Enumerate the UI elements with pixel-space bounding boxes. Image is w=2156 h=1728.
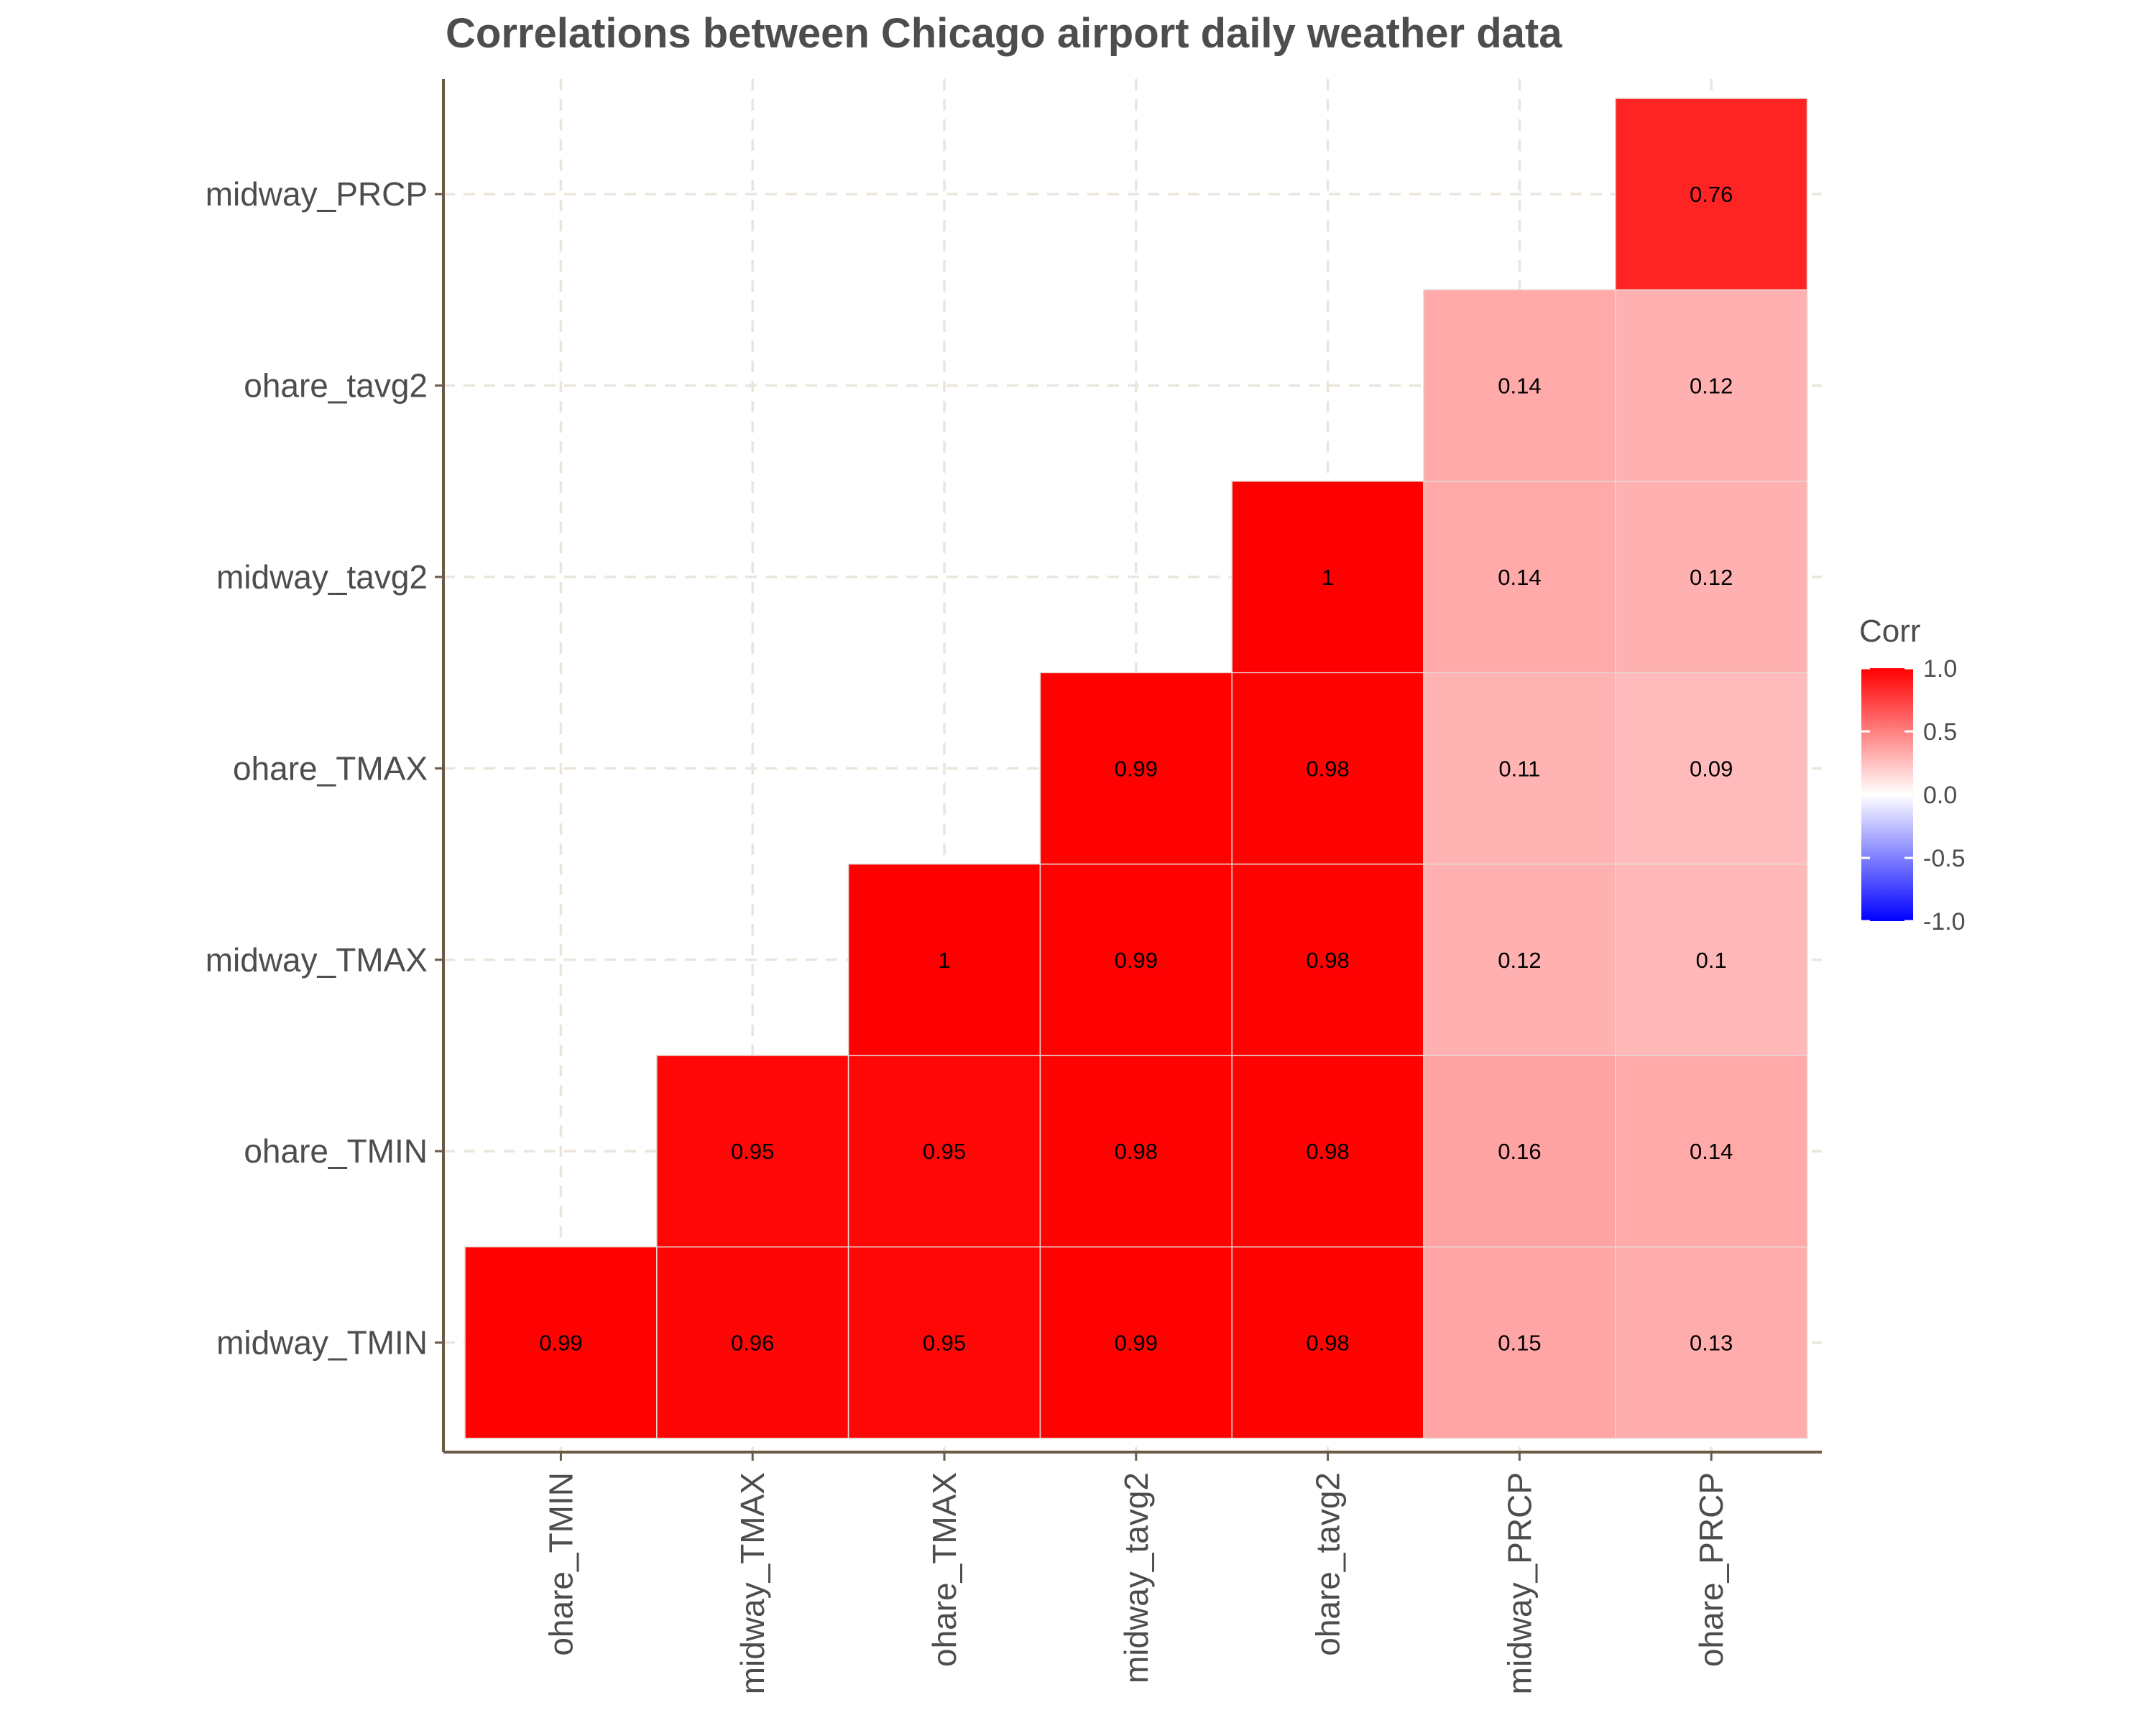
heatmap-cell: [1039, 672, 1233, 865]
heatmap-cell: [1423, 1055, 1616, 1248]
legend-tick-label: -0.5: [1923, 845, 1966, 872]
heatmap-cell: [1423, 863, 1616, 1056]
heatmap-cell: [847, 1246, 1041, 1439]
heatmap-cell: [1615, 1246, 1808, 1439]
cell-value-label: 0.09: [1690, 756, 1733, 781]
x-axis-tick-label: ohare_TMIN: [542, 1472, 579, 1656]
legend: Corr 1.0 0.5 0.0 -0.5 -1.0: [1859, 614, 1966, 935]
legend-tick-label: -1.0: [1923, 908, 1966, 935]
legend-tick-label: 0.5: [1923, 719, 1957, 746]
heatmap-cell: [1615, 98, 1808, 291]
cell-value-label: 0.98: [1306, 948, 1349, 973]
cell-value-label: 0.95: [731, 1139, 774, 1164]
heatmap-cell: [656, 1055, 849, 1248]
legend-tick-label: 0.0: [1923, 782, 1957, 809]
y-axis-tick-label: ohare_TMAX: [233, 749, 428, 787]
heatmap-cell: [1615, 289, 1808, 482]
y-axis-tick-label: ohare_TMIN: [244, 1132, 428, 1170]
x-axis-tick-label: midway_TMAX: [734, 1472, 771, 1694]
x-axis-tick-label: midway_tavg2: [1118, 1472, 1155, 1683]
cell-value-label: 0.12: [1690, 565, 1733, 590]
cell-value-label: 0.95: [923, 1139, 966, 1164]
heatmap-cell: [1231, 863, 1424, 1056]
cell-value-label: 0.98: [1115, 1139, 1158, 1164]
heatmap-cell: [1039, 1246, 1233, 1439]
cell-value-label: 0.11: [1498, 756, 1540, 781]
heatmap-cell: [847, 1055, 1041, 1248]
cell-value-label: 0.95: [923, 1331, 966, 1356]
heatmap-cell: [1231, 672, 1424, 865]
cell-value-label: 0.15: [1498, 1331, 1541, 1356]
cell-value-label: 0.16: [1498, 1139, 1541, 1164]
heatmap-cell: [1615, 1055, 1808, 1248]
cell-value-label: 1: [1322, 565, 1334, 590]
x-axis-tick-label: ohare_tavg2: [1309, 1472, 1347, 1656]
heatmap-cell: [1423, 481, 1616, 673]
cell-value-label: 0.12: [1690, 374, 1733, 399]
heatmap-cell: [847, 863, 1041, 1056]
y-axis-tick-label: midway_tavg2: [216, 558, 428, 596]
cell-value-label: 0.96: [731, 1331, 774, 1356]
cell-value-label: 0.99: [1115, 756, 1158, 781]
axes-layer: midway_TMIN ohare_TMIN midway_TMAX ohare_TM…: [206, 79, 1822, 1694]
y-axis-tick-label: midway_TMAX: [206, 941, 428, 979]
heatmap-cell: [1231, 1055, 1424, 1248]
cell-value-label: 0.13: [1690, 1331, 1733, 1356]
heatmap-cell: [464, 1246, 658, 1439]
x-axis-tick-label: midway_PRCP: [1501, 1472, 1538, 1694]
y-axis-tick-label: midway_PRCP: [206, 175, 428, 213]
heatmap-cell: [1231, 481, 1424, 673]
legend-tick-label: 1.0: [1923, 655, 1957, 683]
heatmap-cell: [1615, 481, 1808, 673]
cell-value-label: 0.99: [1115, 948, 1158, 973]
cell-value-label: 0.12: [1498, 948, 1541, 973]
cell-value-label: 0.14: [1690, 1139, 1733, 1164]
heatmap-cell: [1423, 1246, 1616, 1439]
cells-layer: 0.99 0.96 0.95 0.99 0.98 0.15 0.13 0.95 0.95 0.98…: [464, 98, 1808, 1439]
x-axis-tick-label: ohare_PRCP: [1692, 1472, 1730, 1667]
cell-value-label: 0.14: [1498, 565, 1541, 590]
cell-value-label: 0.1: [1696, 948, 1727, 973]
heatmap-cell: [1423, 672, 1616, 865]
y-axis-tick-label: ohare_tavg2: [244, 367, 428, 405]
cell-value-label: 1: [938, 948, 950, 973]
heatmap-cell: [1039, 863, 1233, 1056]
legend-title: Corr: [1859, 614, 1921, 649]
cell-value-label: 0.98: [1306, 1331, 1349, 1356]
cell-value-label: 0.98: [1306, 756, 1349, 781]
heatmap-cell: [1615, 672, 1808, 865]
cell-value-label: 0.14: [1498, 374, 1541, 399]
chart-title: Correlations between Chicago airport dai…: [446, 10, 1562, 57]
cell-value-label: 0.98: [1306, 1139, 1349, 1164]
heatmap-cell: [1615, 863, 1808, 1056]
heatmap-cell: [1039, 1055, 1233, 1248]
cell-value-label: 0.76: [1690, 182, 1733, 207]
cell-value-label: 0.99: [539, 1331, 582, 1356]
x-axis-tick-label: ohare_TMAX: [926, 1472, 963, 1667]
cell-value-label: 0.99: [1115, 1331, 1158, 1356]
y-axis-tick-label: midway_TMIN: [216, 1324, 428, 1362]
